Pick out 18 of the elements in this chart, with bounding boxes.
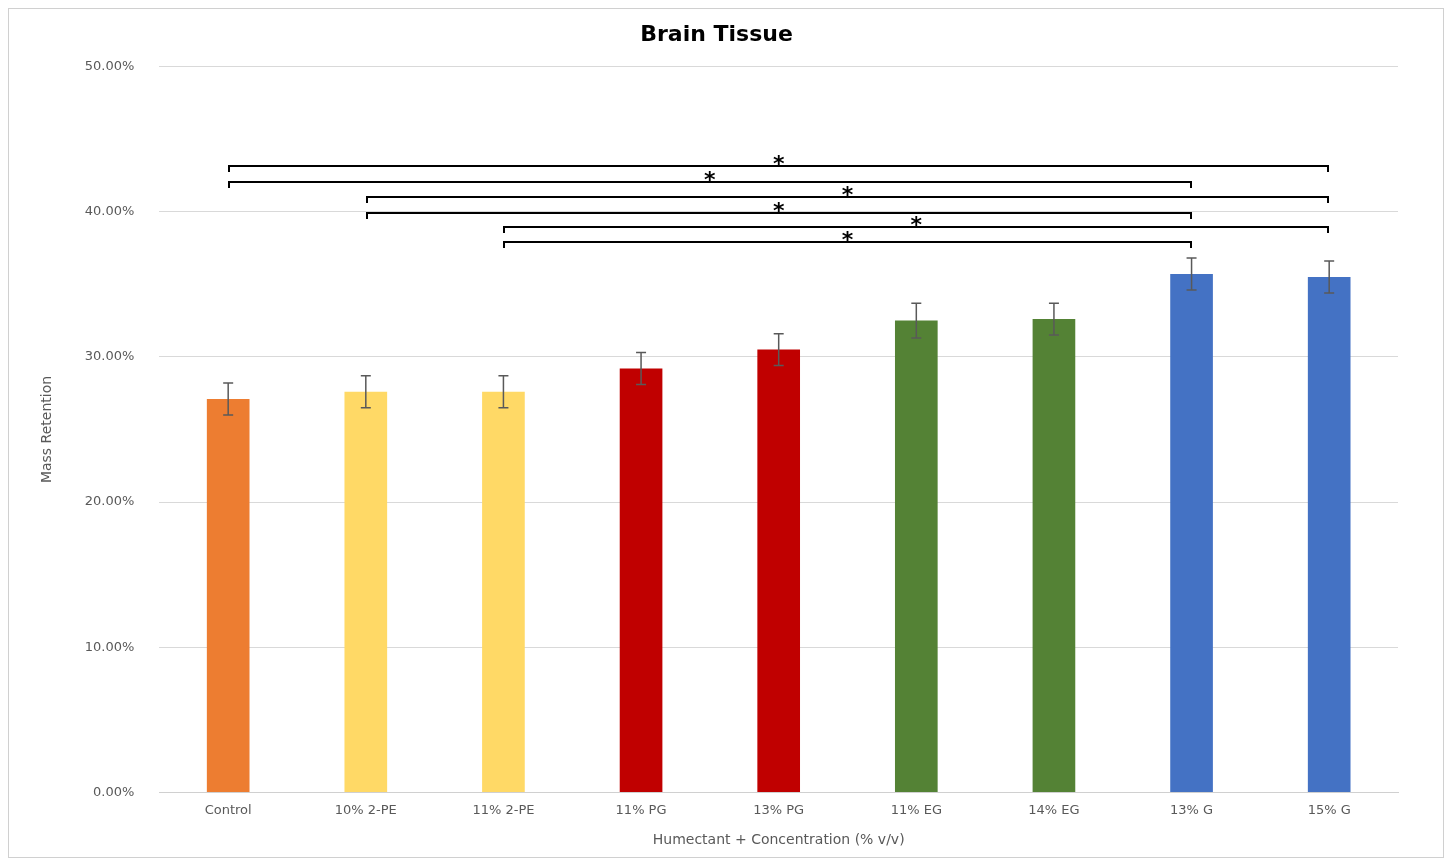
y-tick-label: 30.00%: [84, 348, 135, 364]
chart-title: Brain Tissue: [640, 20, 793, 46]
y-tick-label: 40.00%: [84, 203, 135, 219]
x-tick-label: 11% 2-PE: [472, 801, 535, 817]
y-tick-label: 20.00%: [84, 493, 135, 509]
x-tick-label: 10% 2-PE: [334, 801, 397, 817]
x-tick-label: 11% EG: [890, 801, 942, 817]
x-tick-label: 14% EG: [1028, 801, 1080, 817]
x-axis-title: Humectant + Concentration (% v/v): [652, 831, 905, 848]
y-tick-label: 0.00%: [93, 783, 135, 799]
x-tick-label: 13% G: [1170, 801, 1214, 817]
x-tick-label: 15% G: [1307, 801, 1351, 817]
x-tick-label: 11% PG: [615, 801, 667, 817]
y-axis-title: Mass Retention: [38, 375, 55, 484]
y-tick-label: 50.00%: [84, 57, 135, 73]
x-tick-label: 13% PG: [753, 801, 805, 817]
x-tick-label: Control: [204, 801, 252, 817]
y-tick-label: 10.00%: [84, 638, 135, 654]
